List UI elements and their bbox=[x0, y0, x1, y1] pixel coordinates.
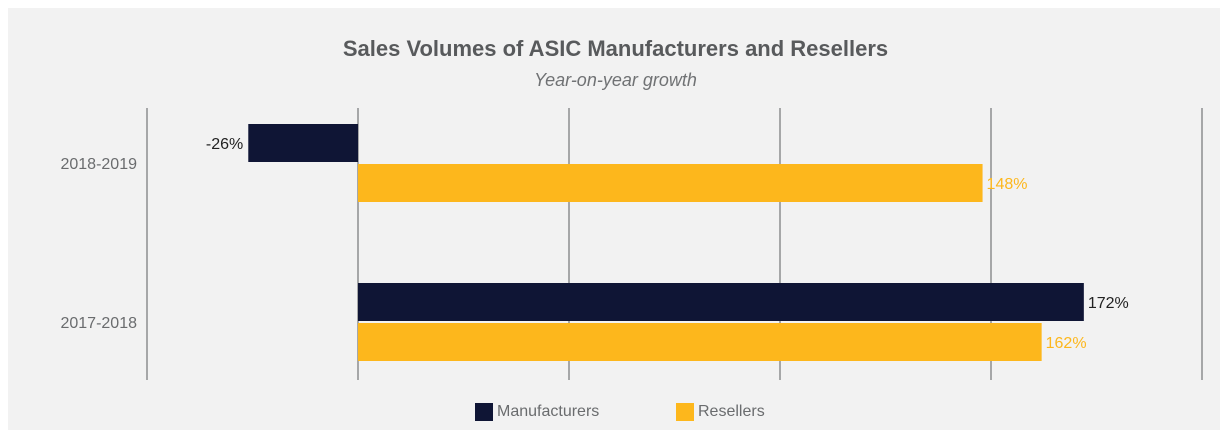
data-label-manufacturers: -26% bbox=[206, 136, 243, 153]
legend-swatch-resellers bbox=[676, 403, 694, 421]
legend-label-manufacturers: Manufacturers bbox=[497, 403, 600, 420]
legend-label-resellers: Resellers bbox=[698, 403, 765, 420]
legend-swatch-manufacturers bbox=[475, 403, 493, 421]
chart-title: Sales Volumes of ASIC Manufacturers and … bbox=[342, 36, 889, 61]
data-label-resellers: 162% bbox=[1046, 335, 1087, 352]
legend-item-resellers: Resellers bbox=[676, 402, 765, 422]
category-label: 2017-2018 bbox=[60, 315, 137, 332]
data-label-manufacturers: 172% bbox=[1088, 295, 1129, 312]
bar-manufacturers bbox=[358, 283, 1084, 321]
bar-resellers bbox=[358, 323, 1042, 361]
data-label-resellers: 148% bbox=[987, 176, 1028, 193]
bar-manufacturers bbox=[248, 124, 358, 162]
legend-item-manufacturers: Manufacturers bbox=[475, 402, 599, 422]
bar-resellers bbox=[358, 164, 983, 202]
category-label: 2018-2019 bbox=[60, 156, 137, 173]
chart-subtitle: Year-on-year growth bbox=[534, 70, 697, 90]
